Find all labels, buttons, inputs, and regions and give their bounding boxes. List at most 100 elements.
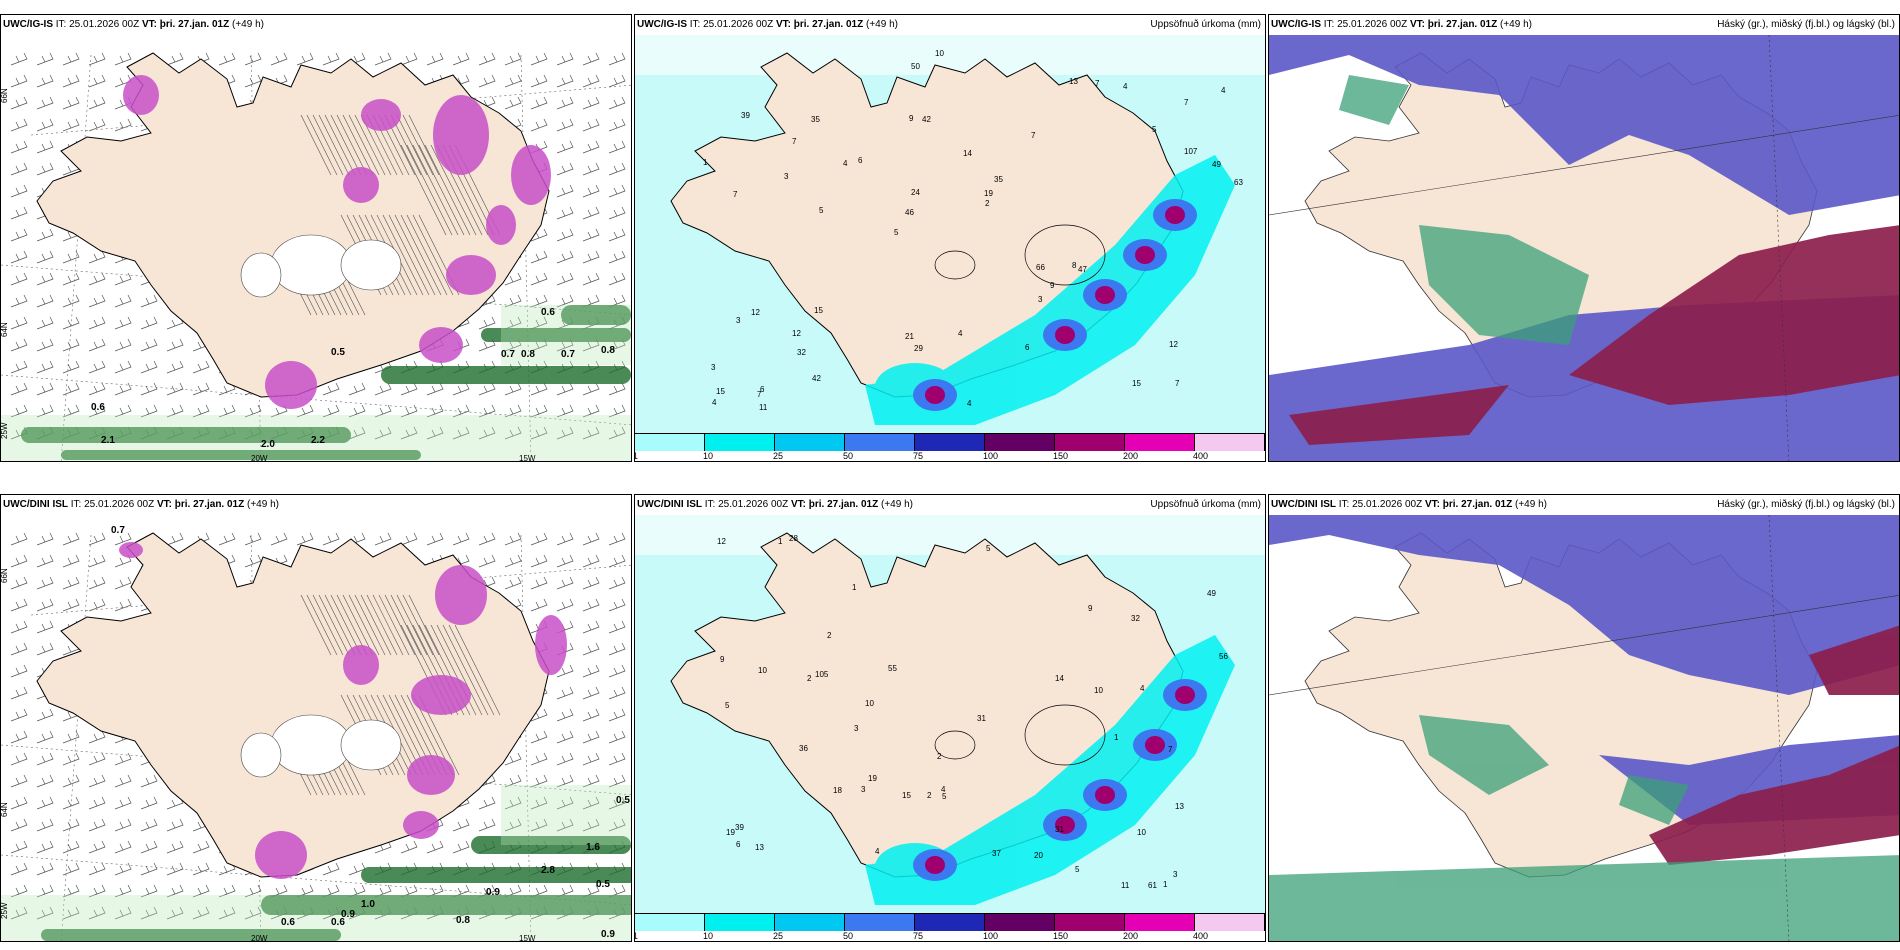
wind-barb (400, 52, 418, 66)
precip-value: 42 (812, 374, 821, 383)
precip-blob (433, 95, 489, 175)
precip-value: 39 (735, 823, 744, 832)
wind-barb (36, 576, 54, 590)
wind-value: 0.7 (501, 349, 515, 360)
wind-barb (348, 426, 366, 440)
hatch-line (324, 594, 356, 656)
precip-value: 2 (937, 752, 942, 761)
wind-barb (556, 598, 574, 612)
wind-barb (608, 664, 626, 678)
wind-barb (10, 576, 28, 590)
glacier-outline (934, 730, 976, 760)
precip-peak (1175, 686, 1195, 704)
colorbar-cell (845, 434, 915, 451)
cloud-map (1269, 495, 1899, 941)
wind-barb (36, 862, 54, 876)
wind-barb (62, 884, 80, 898)
wind-barb (582, 730, 600, 744)
colorbar-label: 25 (773, 931, 784, 941)
wind-barb (374, 404, 392, 418)
wind-barb (218, 52, 236, 66)
hatch-line (454, 624, 501, 716)
wind-barb (36, 840, 54, 854)
precip-value: 28 (789, 534, 798, 543)
precip-value: 3 (784, 172, 789, 181)
precip-value: 7 (1031, 131, 1036, 140)
wind-streak (481, 328, 631, 342)
cloud-map (1269, 15, 1899, 461)
wind-barb (114, 404, 132, 418)
wind-barb (88, 796, 106, 810)
hatch-line (396, 594, 428, 656)
wind-barb (114, 382, 132, 396)
wind-barb (88, 250, 106, 264)
wind-barb (374, 382, 392, 396)
precip-value: 56 (1219, 652, 1228, 661)
wind-barb (10, 906, 28, 920)
wind-barb (556, 228, 574, 242)
wind-barb (192, 840, 210, 854)
latitude-label: 64N (1, 322, 9, 337)
wind-streak (21, 427, 351, 443)
precip-value: 4 (941, 785, 946, 794)
latitude-line (1, 854, 631, 906)
wind-barb (478, 532, 496, 546)
wind-barb (478, 818, 496, 832)
precip-value: 2 (985, 199, 990, 208)
precip-blob (407, 755, 455, 795)
hatch-line (336, 114, 368, 176)
wind-barb (374, 426, 392, 440)
precip-blob (403, 811, 439, 839)
wind-barb (244, 532, 262, 546)
projection-line (1768, 514, 1790, 941)
wind-barb (348, 404, 366, 418)
precip-blob (119, 542, 143, 558)
wind-barb (582, 52, 600, 66)
wind-barb (374, 532, 392, 546)
wind-barb (36, 272, 54, 286)
wind-barb (478, 404, 496, 418)
latitude-line (30, 84, 631, 136)
colorbar-label: 50 (843, 451, 854, 461)
wind-barb (88, 818, 106, 832)
wind-barb (530, 316, 548, 330)
precip-value: 7 (1175, 379, 1180, 388)
precip-value: 13 (1175, 802, 1184, 811)
wind-barb (36, 316, 54, 330)
wind-barb (582, 206, 600, 220)
wind-barb (114, 840, 132, 854)
wind-barb (452, 426, 470, 440)
wind-barb (114, 532, 132, 546)
hatch-line (384, 594, 416, 656)
precip-value: 19 (984, 189, 993, 198)
projection-line (1768, 34, 1790, 461)
wind-barb (62, 118, 80, 132)
wind-barb (504, 554, 522, 568)
wind-barb (478, 52, 496, 66)
wind-barb (530, 532, 548, 546)
colorbar-cell (635, 434, 705, 451)
wind-barb (530, 250, 548, 264)
precip-blob (535, 615, 567, 675)
precip-value: 7 (1168, 745, 1173, 754)
precip-blob (123, 75, 159, 115)
wind-barb (426, 52, 444, 66)
wind-barb (556, 554, 574, 568)
wind-barb (36, 404, 54, 418)
wind-barb (556, 250, 574, 264)
wind-barb (36, 52, 54, 66)
hatch-line (382, 214, 424, 296)
colorbar-label: 150 (1053, 931, 1069, 941)
colorbar-label: 75 (913, 451, 924, 461)
precip-value: 32 (1131, 614, 1140, 623)
precip-blob (511, 145, 551, 205)
wind-barb (62, 96, 80, 110)
wind-barb (556, 140, 574, 154)
hatch-line (342, 594, 374, 656)
colorbar-cell (775, 434, 845, 451)
wind-barb (582, 664, 600, 678)
wind-barb (582, 620, 600, 634)
precip-value: 12 (1169, 340, 1178, 349)
wind-barb (582, 686, 600, 700)
